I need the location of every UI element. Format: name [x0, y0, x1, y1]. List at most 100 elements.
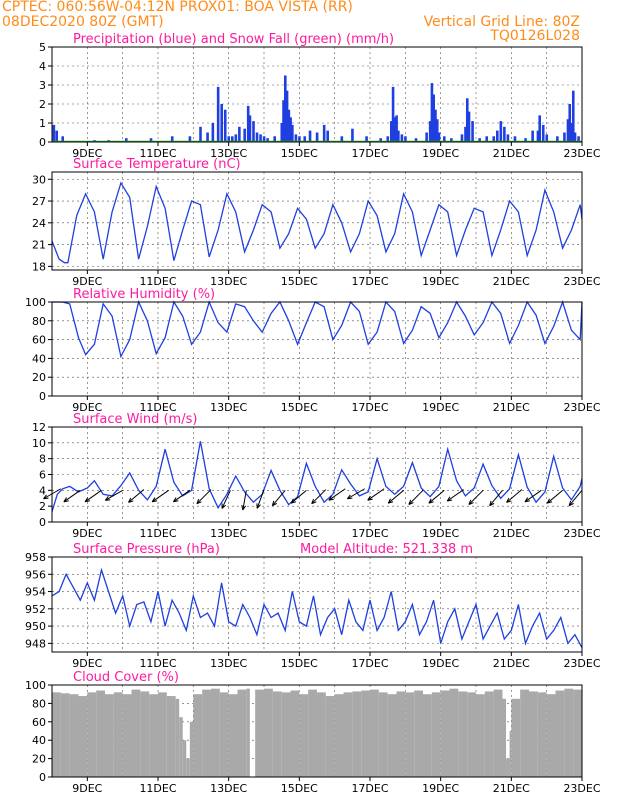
precip-bar	[531, 130, 534, 142]
cloud-cover-bar	[202, 689, 211, 777]
run-date-header: 08DEC2020 80Z (GMT)	[2, 14, 164, 30]
y-tick-label: 4	[39, 484, 46, 497]
precip-bar	[326, 130, 329, 142]
y-tick-label: 1	[39, 117, 46, 130]
y-tick-label: 958	[25, 551, 46, 564]
y-tick-label: 40	[32, 352, 46, 365]
x-tick-label: 15DEC	[281, 782, 318, 795]
x-tick-label: 11DEC	[139, 275, 176, 288]
cloud-cover-bar	[458, 691, 468, 777]
precip-bar	[246, 105, 250, 142]
x-tick-label: 13DEC	[210, 657, 247, 670]
x-tick-label: 17DEC	[351, 527, 388, 540]
y-tick-label: 24	[32, 217, 46, 230]
cloud-cover-bar	[52, 692, 61, 777]
wind-vector	[408, 489, 424, 505]
x-tick-label: 15DEC	[281, 527, 318, 540]
wind-vector	[271, 490, 286, 507]
cloud-cover-bar	[255, 689, 264, 777]
y-tick-label: 80	[32, 697, 46, 710]
precip-bar	[61, 136, 64, 142]
cloud-cover-bar	[122, 694, 132, 777]
precip-bar	[238, 126, 241, 142]
precip-bar	[285, 90, 289, 142]
precip-bar	[499, 121, 503, 142]
panel-frame	[51, 171, 583, 271]
wind-vector	[328, 488, 346, 501]
wind-vector	[221, 490, 231, 509]
cloud-cover-bar	[131, 689, 141, 777]
precip-bar	[55, 130, 58, 142]
precip-bar	[216, 86, 220, 142]
x-tick-label: 19DEC	[422, 657, 459, 670]
y-tick-label: 30	[32, 173, 46, 186]
panel-title-precip: Precipitation (blue) and Snow Fall (gree…	[73, 32, 394, 47]
wind-vector	[128, 489, 145, 503]
precip-bar	[571, 90, 575, 142]
precip-bar	[506, 134, 510, 142]
x-tick-label: 23DEC	[563, 657, 600, 670]
precip-bar	[322, 124, 326, 142]
x-tick-label: 11DEC	[139, 527, 176, 540]
cloud-cover-bar	[352, 691, 362, 777]
y-tick-label: 2	[39, 500, 46, 513]
x-tick-label: 13DEC	[210, 275, 247, 288]
panel-frame	[51, 46, 583, 143]
panel-cloud: 0 20 40 60 80 100 9DEC 11DEC 13DEC 15DEC 17DEC 19DE…	[25, 670, 601, 795]
precip-bar	[393, 117, 397, 142]
y-tick-label: 954	[25, 586, 46, 599]
rh-line	[52, 299, 583, 359]
x-tick-label: 9DEC	[72, 527, 102, 540]
precip-bar	[395, 115, 398, 142]
precip-bar	[391, 86, 395, 142]
model-altitude-annotation: Model Altitude: 521.338 m	[300, 542, 473, 557]
precip-bar	[435, 119, 439, 142]
panel-title-cloud: Cloud Cover (%)	[73, 670, 179, 685]
wind-vector	[506, 489, 523, 503]
wind-vector	[446, 489, 464, 502]
y-tick-label: 0	[39, 771, 46, 784]
precip-bar	[282, 100, 285, 142]
precip-bar	[170, 136, 174, 142]
precip-bar	[234, 134, 238, 142]
y-tick-label: 956	[25, 568, 46, 581]
panel-title-temp: Surface Temperature (nC)	[73, 157, 241, 172]
precip-bar	[294, 134, 298, 142]
x-tick-label: 9DEC	[72, 782, 102, 795]
model-id: TQ0126L028	[489, 28, 580, 44]
precip-bar	[492, 136, 496, 142]
cloud-cover-bar	[149, 694, 158, 777]
cloud-cover-bar	[186, 758, 190, 777]
cloud-cover-bar	[219, 692, 229, 777]
x-tick-label: 11DEC	[139, 147, 176, 160]
y-tick-label: 4	[39, 60, 46, 73]
wind-vector	[290, 489, 307, 504]
cloud-cover-bar	[69, 694, 79, 777]
precip-bar	[303, 136, 307, 142]
precip-bar	[568, 104, 572, 142]
precip-bar	[450, 138, 453, 142]
precip-bar	[425, 132, 428, 142]
y-tick-label: 100	[25, 679, 46, 692]
x-tick-label: 13DEC	[210, 782, 247, 795]
cloud-cover-bar	[317, 692, 326, 777]
wind-vector	[196, 489, 212, 505]
precip-bar	[566, 119, 570, 142]
x-tick-label: 19DEC	[422, 527, 459, 540]
precip-bar	[280, 123, 284, 142]
precip-bar	[243, 128, 246, 142]
y-tick-label: 27	[32, 195, 46, 208]
precip-bar	[465, 98, 469, 142]
precip-bar	[443, 136, 446, 142]
precip-bar	[545, 134, 549, 142]
wind-vector	[346, 488, 365, 500]
cloud-cover-bar	[193, 694, 203, 777]
cloud-cover-bar	[290, 690, 300, 777]
wind-vector	[104, 489, 123, 501]
precip-bar	[538, 115, 541, 142]
precip-bar	[437, 132, 441, 142]
cloud-cover-bar	[308, 689, 317, 777]
cloud-cover-bar	[431, 692, 441, 777]
wind-vector	[546, 489, 563, 504]
x-tick-label: 19DEC	[422, 275, 459, 288]
